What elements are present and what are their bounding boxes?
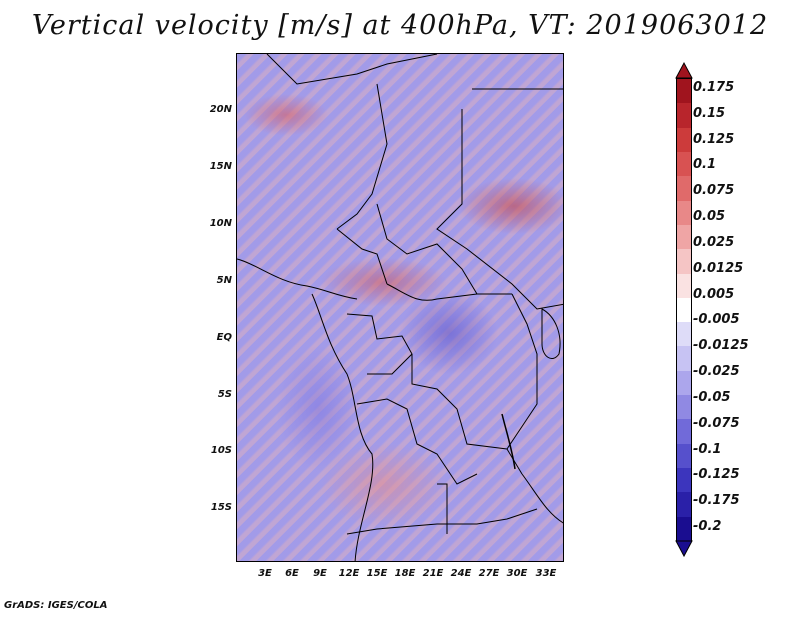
- colorbar-segment: [677, 127, 691, 153]
- lon-label-3e: 3E: [258, 568, 272, 579]
- border-drc-east: [506, 293, 538, 475]
- colorbar-segment: [677, 468, 691, 494]
- colorbar-segment: [677, 346, 691, 372]
- lat-label-5n: 5N: [216, 275, 232, 286]
- border-drc-west: [411, 354, 508, 450]
- colorbar-label: 0.125: [693, 132, 735, 147]
- border-car-south: [386, 283, 512, 301]
- colorbar-segment: [677, 249, 691, 275]
- lon-label-15e: 15E: [366, 568, 388, 579]
- border-sahara-north: [266, 54, 438, 85]
- lon-label-33e: 33E: [535, 568, 557, 579]
- colorbar-label: 0.025: [693, 235, 735, 250]
- lon-label-6e: 6E: [285, 568, 299, 579]
- lon-label-24e: 24E: [450, 568, 472, 579]
- colorbar-segment: [677, 492, 691, 518]
- colorbar-bottom-arrow: [675, 540, 693, 558]
- lon-label-18e: 18E: [394, 568, 416, 579]
- colorbar-label: -0.125: [693, 467, 740, 482]
- lake-tanganyika: [501, 413, 516, 470]
- colorbar-label: 0.1: [693, 157, 717, 172]
- border-angola-south: [346, 508, 538, 535]
- lon-label-30e: 30E: [506, 568, 528, 579]
- map-plot-area: [236, 53, 564, 562]
- colorbar-label: -0.05: [693, 390, 731, 405]
- lon-label-21e: 21E: [422, 568, 444, 579]
- colorbar-segment: [677, 151, 691, 177]
- lat-label-15n: 15N: [209, 161, 232, 172]
- colorbar-segment: [677, 224, 691, 250]
- colorbar-label: -0.075: [693, 416, 740, 431]
- coastline-west-africa: [237, 258, 358, 300]
- colorbar-label: -0.005: [693, 312, 740, 327]
- colorbar-segment: [677, 79, 691, 104]
- lon-label-27e: 27E: [478, 568, 500, 579]
- border-zambia-east: [521, 473, 563, 524]
- colorbar: [676, 78, 692, 542]
- lon-label-12e: 12E: [338, 568, 360, 579]
- lat-label-10s: 10S: [210, 445, 232, 456]
- colorbar-label: 0.005: [693, 287, 735, 302]
- colorbar-segment: [677, 322, 691, 348]
- coastline-central-west: [311, 293, 374, 561]
- footer-credit: GrADS: IGES/COLA: [4, 600, 108, 611]
- colorbar-segment: [677, 419, 691, 445]
- colorbar-label: 0.05: [693, 209, 726, 224]
- colorbar-top-arrow: [675, 61, 693, 79]
- colorbar-label: -0.025: [693, 364, 740, 379]
- colorbar-label: -0.0125: [693, 338, 749, 353]
- colorbar-segment: [677, 200, 691, 226]
- border-nigeria-cameroon: [336, 228, 388, 285]
- border-angola-zambia: [437, 483, 448, 534]
- lat-label-eq: EQ: [216, 332, 232, 343]
- border-gabon-congo: [346, 313, 413, 375]
- chart-title: Vertical velocity [m/s] at 400hPa, VT: 2…: [31, 10, 769, 41]
- border-sudan: [436, 109, 563, 310]
- colorbar-label: -0.1: [693, 442, 722, 457]
- country-borders: [237, 54, 563, 561]
- colorbar-label: -0.175: [693, 493, 740, 508]
- colorbar-label: -0.2: [693, 519, 722, 534]
- colorbar-label: 0.175: [693, 80, 735, 95]
- colorbar-segment: [677, 370, 691, 396]
- colorbar-segment: [677, 297, 691, 323]
- colorbar-segment: [677, 395, 691, 421]
- colorbar-segment: [677, 103, 691, 129]
- lake-victoria: [541, 308, 561, 359]
- colorbar-segment: [677, 176, 691, 202]
- colorbar-segment: [677, 443, 691, 469]
- colorbar-segment: [677, 273, 691, 299]
- colorbar-label: 0.075: [693, 183, 735, 198]
- lat-label-15s: 15S: [210, 502, 232, 513]
- lon-label-9e: 9E: [313, 568, 327, 579]
- lat-label-10n: 10N: [209, 218, 232, 229]
- border-chad-niger: [336, 83, 388, 230]
- colorbar-label: 0.15: [693, 106, 726, 121]
- colorbar-label: 0.0125: [693, 261, 744, 276]
- border-car: [376, 203, 478, 295]
- lat-label-5s: 5S: [217, 389, 232, 400]
- lat-label-20n: 20N: [209, 104, 232, 115]
- colorbar-segment: [677, 516, 691, 542]
- border-angola-north: [356, 398, 478, 485]
